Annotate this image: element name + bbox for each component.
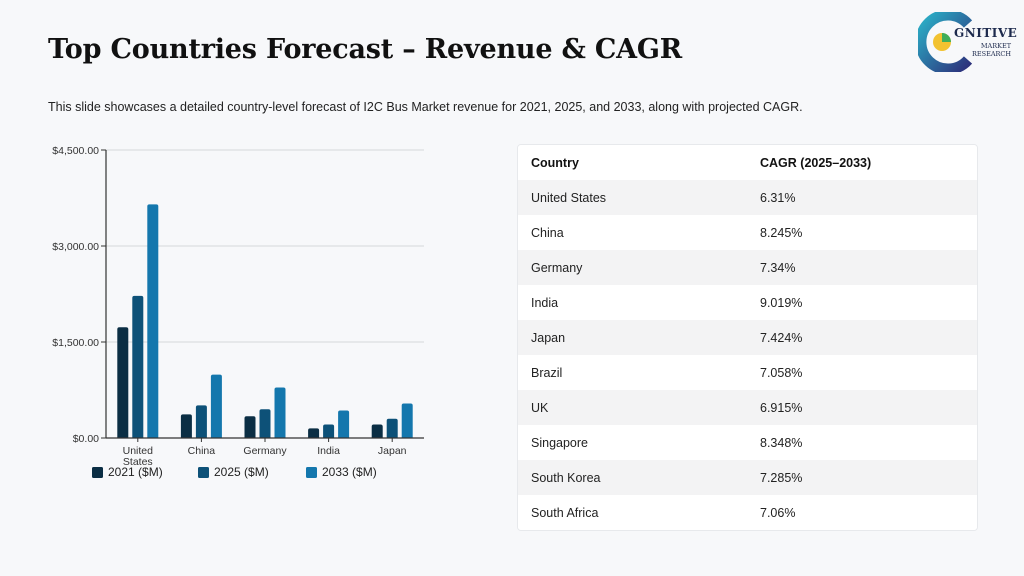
bar-2033 [401, 403, 413, 438]
bar-2021 [308, 428, 320, 438]
cell-country: Japan [518, 320, 747, 355]
cell-country: UK [518, 390, 747, 425]
cell-cagr: 9.019% [747, 285, 977, 320]
column-header-cagr: CAGR (2025–2033) [747, 145, 977, 180]
y-tick-label: $1,500.00 [52, 337, 99, 349]
page-title: Top Countries Forecast – Revenue & CAGR [48, 34, 683, 65]
cell-cagr: 7.058% [747, 355, 977, 390]
cell-country: China [518, 215, 747, 250]
y-tick-label: $3,000.00 [52, 241, 99, 253]
bar-2025 [195, 405, 207, 438]
cell-cagr: 8.348% [747, 425, 977, 460]
table-row: South Africa 7.06% [518, 495, 977, 530]
logo-wordmark: GNITIVE [954, 26, 1018, 40]
logo-subtext: MARKET RESEARCH [972, 42, 1012, 58]
bar-2025 [132, 295, 144, 438]
bar-2033 [210, 374, 222, 438]
y-tick-label: $0.00 [73, 433, 99, 445]
bar-2025 [259, 409, 271, 438]
legend-swatch [92, 467, 103, 478]
bar-2033 [338, 410, 350, 438]
cell-cagr: 7.06% [747, 495, 977, 530]
bar-2025 [323, 424, 335, 438]
cell-cagr: 7.424% [747, 320, 977, 355]
table-row: China 8.245% [518, 215, 977, 250]
x-tick-label: Germany [243, 445, 287, 457]
x-tick-label: China [188, 445, 216, 457]
cell-country: India [518, 285, 747, 320]
cell-country: Brazil [518, 355, 747, 390]
cell-cagr: 6.31% [747, 180, 977, 215]
table-row: India 9.019% [518, 285, 977, 320]
page-subtitle: This slide showcases a detailed country-… [48, 100, 803, 114]
table-row: UK 6.915% [518, 390, 977, 425]
cell-country: Singapore [518, 425, 747, 460]
x-tick-label: India [317, 445, 340, 457]
cell-cagr: 8.245% [747, 215, 977, 250]
table-row: Singapore 8.348% [518, 425, 977, 460]
cell-cagr: 6.915% [747, 390, 977, 425]
legend-swatch [306, 467, 317, 478]
logo-emblem-icon [915, 9, 973, 75]
table-row: Brazil 7.058% [518, 355, 977, 390]
bar-2021 [180, 414, 192, 438]
table-row: Germany 7.34% [518, 250, 977, 285]
revenue-bar-chart: $0.00 $1,500.00 $3,000.00 $4,500.00 United S… [52, 145, 424, 479]
cell-cagr: 7.34% [747, 250, 977, 285]
bar-2021 [244, 416, 256, 438]
table-row: United States 6.31% [518, 180, 977, 215]
cell-country: South Africa [518, 495, 747, 530]
bar-2025 [386, 418, 398, 438]
cell-country: United States [518, 180, 747, 215]
cagr-table: Country CAGR (2025–2033) United States 6.… [518, 145, 977, 530]
cell-country: Germany [518, 250, 747, 285]
bar-2021 [117, 327, 129, 438]
column-header-country: Country [518, 145, 747, 180]
y-axis-ticks: $0.00 $1,500.00 $3,000.00 $4,500.00 [52, 145, 106, 445]
bar-2033 [147, 204, 159, 438]
x-tick-label: United States [123, 445, 154, 468]
y-tick-label: $4,500.00 [52, 145, 99, 157]
legend-label: 2033 ($M) [322, 465, 377, 479]
bar-2021 [371, 424, 383, 438]
bar-2033 [274, 387, 286, 438]
cagr-table-card: Country CAGR (2025–2033) United States 6.… [517, 144, 978, 531]
table-row: South Korea 7.285% [518, 460, 977, 495]
table-header-row: Country CAGR (2025–2033) [518, 145, 977, 180]
cell-cagr: 7.285% [747, 460, 977, 495]
chart-legend: 2021 ($M) 2025 ($M) 2033 ($M) [92, 465, 377, 479]
company-logo: GNITIVE MARKET RESEARCH [915, 9, 1018, 75]
table-row: Japan 7.424% [518, 320, 977, 355]
legend-label: 2025 ($M) [214, 465, 269, 479]
chart-bars [117, 204, 413, 438]
x-axis-ticks: United States China Germany India Japan [123, 438, 407, 468]
x-tick-label: Japan [378, 445, 407, 457]
cell-country: South Korea [518, 460, 747, 495]
legend-label: 2021 ($M) [108, 465, 163, 479]
legend-swatch [198, 467, 209, 478]
